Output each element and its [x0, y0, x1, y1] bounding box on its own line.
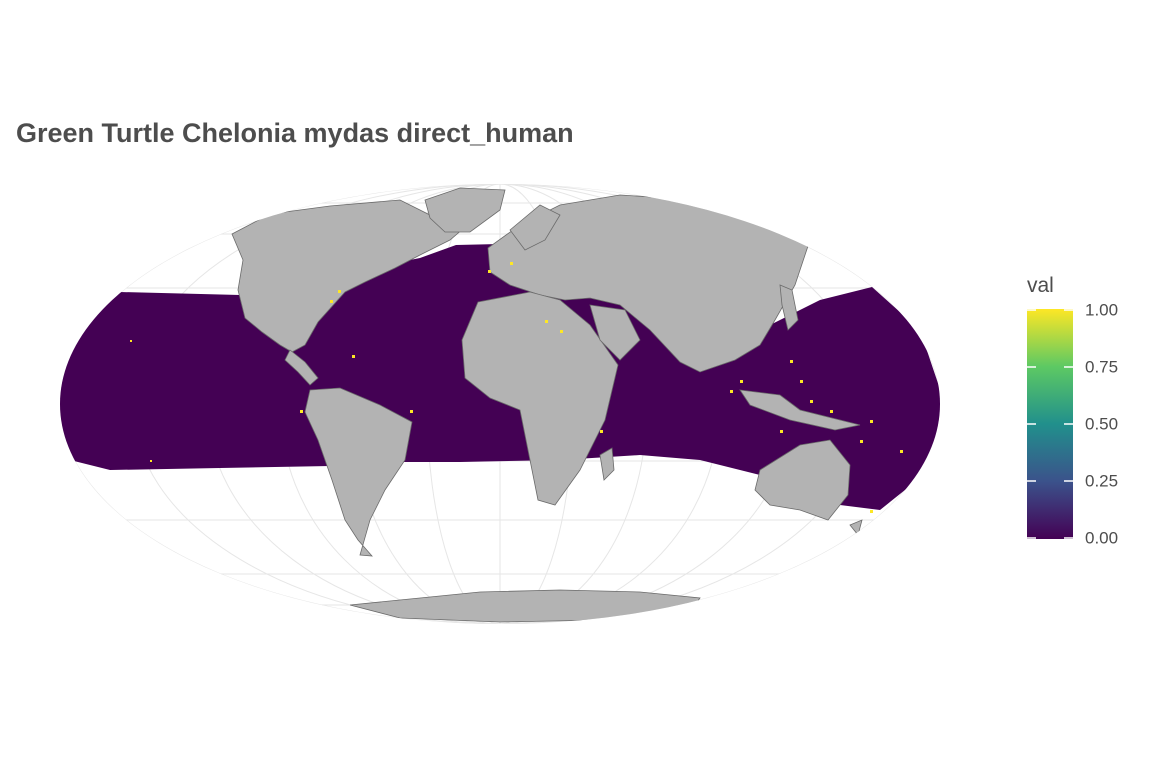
- central-america: [284, 349, 319, 386]
- legend-tick-1: 1.00: [1085, 300, 1119, 320]
- legend-tick-050: 0.50: [1085, 414, 1119, 434]
- africa: [461, 291, 619, 506]
- legend-tick-025: 0.25: [1085, 471, 1119, 491]
- legend-title: val: [1027, 274, 1054, 297]
- japan: [779, 284, 799, 331]
- new-zealand: [849, 519, 863, 536]
- madagascar: [599, 447, 615, 481]
- north-america: [231, 194, 486, 353]
- antarctica: [349, 589, 701, 623]
- land-masses: [231, 187, 863, 623]
- indonesia: [739, 389, 861, 431]
- hotspot-markers: [130, 262, 903, 513]
- legend-tick-0: 0.00: [1085, 528, 1119, 548]
- legend-colorbar: [1027, 309, 1073, 539]
- australia: [754, 439, 851, 521]
- legend-tick-075: 0.75: [1085, 357, 1119, 377]
- map-title: Green Turtle Chelonia mydas direct_human: [16, 118, 574, 148]
- greenland: [424, 187, 506, 233]
- south-america: [304, 387, 413, 557]
- scandinavia: [509, 204, 561, 251]
- arabia: [589, 304, 641, 361]
